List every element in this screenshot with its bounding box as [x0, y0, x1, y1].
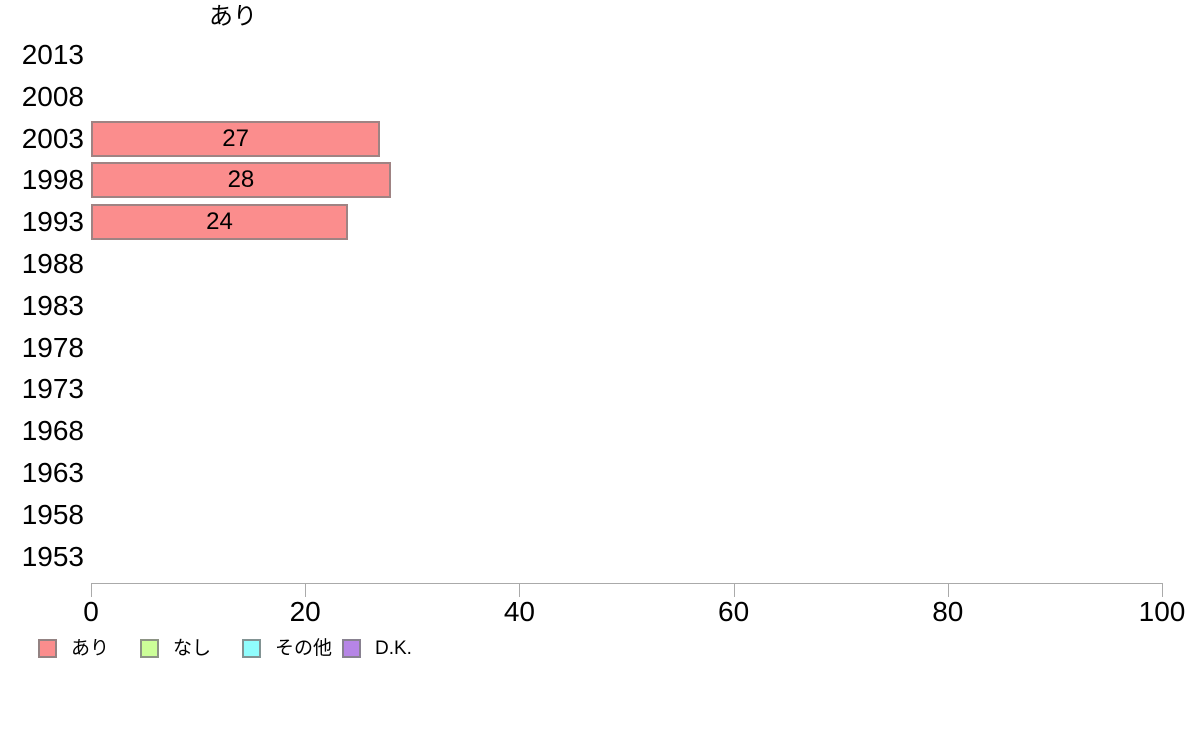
bar: 28 — [91, 162, 391, 199]
x-axis-line — [91, 583, 1163, 584]
x-tick-label: 20 — [289, 596, 321, 627]
legend-item: なし — [140, 636, 211, 660]
x-tick-mark — [733, 584, 735, 597]
x-tick-label: 40 — [503, 596, 535, 627]
y-axis-label: 1953 — [21, 540, 84, 572]
legend-item: D.K. — [342, 636, 412, 660]
y-axis-label: 1978 — [21, 331, 84, 363]
bar-value-label: 24 — [206, 208, 233, 236]
legend-item: あり — [38, 636, 109, 660]
chart-title: あり — [209, 3, 257, 30]
y-axis-label: 1983 — [21, 289, 84, 321]
chart-legend: あり なし その他 D.K. — [0, 636, 1188, 662]
bar-value-label: 27 — [222, 124, 249, 152]
bar: 24 — [91, 204, 349, 241]
y-axis-label: 1998 — [21, 164, 84, 196]
legend-swatch-icon — [38, 638, 57, 658]
legend-swatch-icon — [140, 638, 159, 658]
legend-label: なし — [173, 637, 212, 659]
x-tick-mark — [519, 584, 521, 597]
y-axis-label: 1963 — [21, 457, 84, 488]
y-axis-label: 1973 — [21, 373, 84, 405]
legend-label: その他 — [275, 637, 333, 659]
y-axis-label: 2008 — [21, 80, 84, 112]
y-axis-label: 2013 — [21, 39, 84, 70]
x-tick-mark — [947, 584, 949, 597]
x-tick-label: 60 — [718, 596, 750, 627]
legend-item: その他 — [242, 636, 332, 660]
y-axis-label: 1968 — [21, 415, 84, 447]
legend-swatch-icon — [342, 638, 361, 658]
x-tick-label: 0 — [83, 596, 99, 627]
y-axis-label: 1993 — [21, 206, 84, 238]
legend-swatch-icon — [242, 638, 261, 658]
x-tick-mark — [305, 584, 307, 597]
y-axis-label: 2003 — [21, 122, 84, 154]
y-axis-label: 1988 — [21, 248, 84, 279]
x-tick-mark — [91, 584, 92, 597]
bar: 27 — [91, 120, 381, 157]
legend-label: あり — [71, 637, 110, 659]
x-tick-label: 80 — [932, 596, 964, 627]
x-tick-label: 100 — [1138, 596, 1186, 627]
bar-value-label: 28 — [227, 166, 255, 194]
y-axis-label: 1958 — [21, 498, 84, 530]
legend-label: D.K. — [375, 637, 412, 659]
x-tick-mark — [1162, 584, 1163, 597]
